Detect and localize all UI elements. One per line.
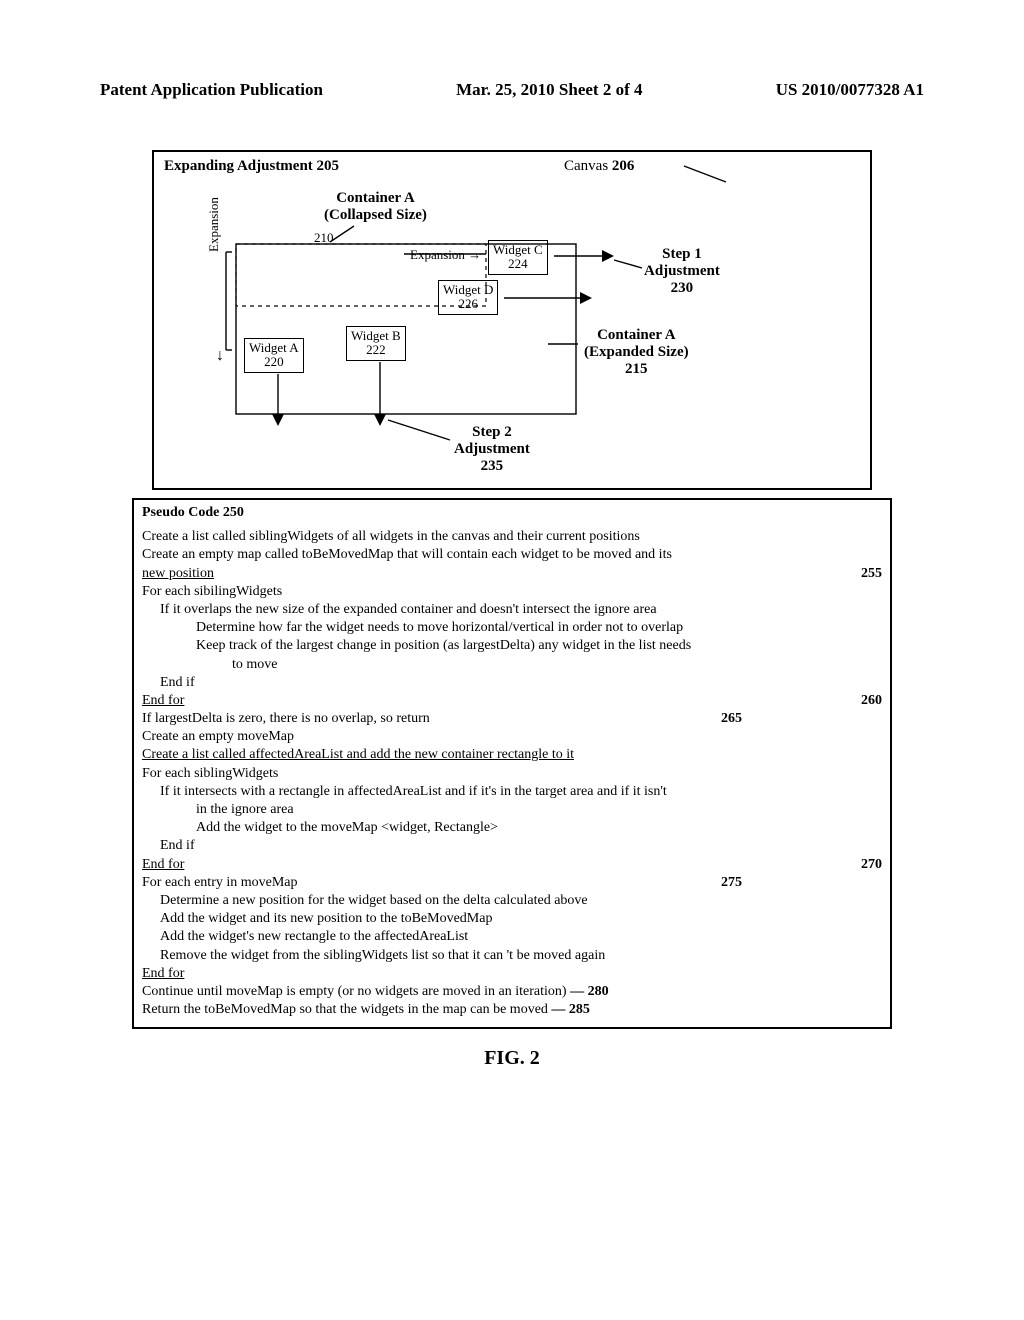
step2-arrow-b [374, 414, 386, 426]
ps-l25: End for [142, 965, 882, 983]
ps-l10: End for 260 [142, 692, 882, 710]
leader-step2 [388, 420, 450, 440]
leader-210 [330, 226, 354, 242]
ps-l3-u: new position [142, 566, 214, 581]
ps-l9: End if [142, 674, 882, 692]
ps-l22: Add the widget and its new position to t… [142, 910, 882, 928]
ps-l20: For each entry in moveMap275 [142, 874, 882, 892]
ref-270: 270 [861, 856, 882, 874]
step1-arrow-c [602, 250, 614, 262]
ps-l14: For each siblingWidgets [142, 765, 882, 783]
ps-l16: in the ignore area [142, 801, 882, 819]
ps-l6: Determine how far the widget needs to mo… [142, 619, 882, 637]
ps-l10-u: End for [142, 693, 184, 708]
ps-l26: Continue until moveMap is empty (or no w… [142, 983, 882, 1001]
ps-l27: Return the toBeMovedMap so that the widg… [142, 1001, 882, 1019]
ps-l17: Add the widget to the moveMap <widget, R… [142, 819, 882, 837]
ps-l15: If it intersects with a rectangle in aff… [142, 783, 882, 801]
ps-l18: End if [142, 837, 882, 855]
ps-l5: If it overlaps the new size of the expan… [142, 601, 882, 619]
ps-l13: Create a list called affectedAreaList an… [142, 746, 882, 764]
step2-arrow-a [272, 414, 284, 426]
leader-canvas [684, 166, 726, 182]
ref-285: — 285 [551, 1002, 590, 1017]
ps-l24: Remove the widget from the siblingWidget… [142, 947, 882, 965]
header-mid: Mar. 25, 2010 Sheet 2 of 4 [456, 80, 642, 100]
figure-label: FIG. 2 [0, 1047, 1024, 1070]
ps-l8: to move [142, 656, 882, 674]
ref-280: — 280 [570, 984, 609, 999]
ps-l7: Keep track of the largest change in posi… [142, 637, 882, 655]
ps-l3: new position 255 [142, 565, 882, 583]
ps-l1: Create a list called siblingWidgets of a… [142, 528, 882, 546]
ps-l19-u: End for [142, 857, 184, 872]
ps-l11: If largestDelta is zero, there is no ove… [142, 710, 882, 728]
pseudo-title: Pseudo Code 250 [142, 504, 882, 522]
header-left: Patent Application Publication [100, 80, 323, 100]
page-header: Patent Application Publication Mar. 25, … [0, 0, 1024, 110]
ps-l19: End for 270 [142, 856, 882, 874]
ref-260: 260 [861, 692, 882, 710]
ref-255: 255 [861, 565, 882, 583]
ps-l2: Create an empty map called toBeMovedMap … [142, 546, 882, 564]
header-right: US 2010/0077328 A1 [776, 80, 924, 100]
diagram-svg [154, 152, 870, 488]
ps-l21: Determine a new position for the widget … [142, 892, 882, 910]
step1-arrow-d [580, 292, 592, 304]
expanded-rect [236, 244, 576, 414]
pseudo-code-box: Pseudo Code 250 Create a list called sib… [132, 498, 892, 1029]
ps-l12: Create an empty moveMap [142, 728, 882, 746]
ps-l4: For each sibilingWidgets [142, 583, 882, 601]
ref-275: 275 [721, 874, 742, 892]
ref-265: 265 [721, 710, 742, 728]
diagram-canvas-box: Expanding Adjustment 205 Canvas 206 Cont… [152, 150, 872, 490]
ps-l23: Add the widget's new rectangle to the af… [142, 928, 882, 946]
